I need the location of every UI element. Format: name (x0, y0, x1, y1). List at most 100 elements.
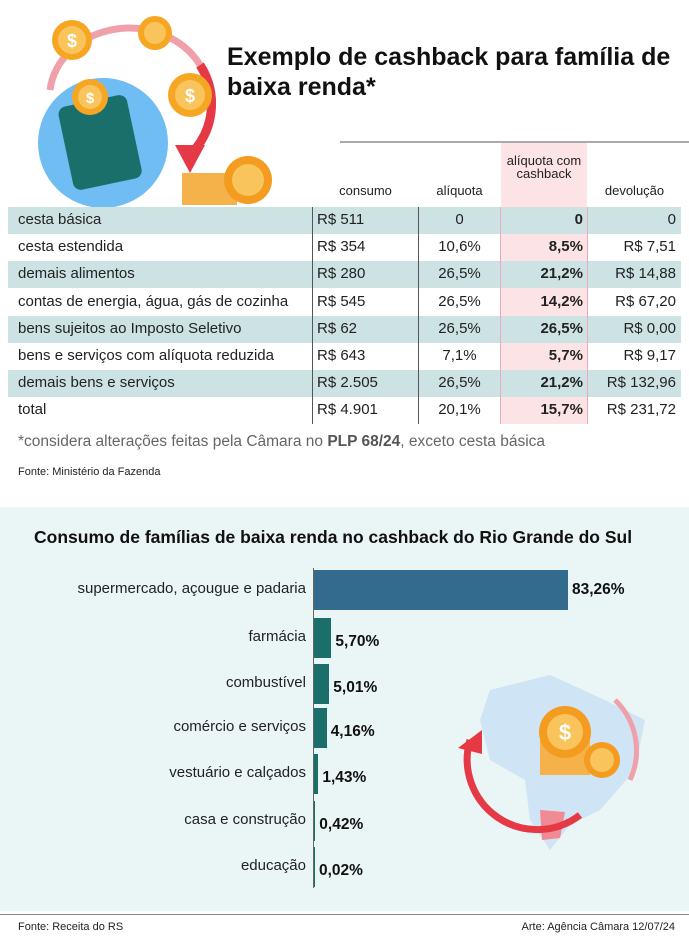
table-cell: R$ 0,00 (623, 319, 676, 337)
source: Fonte: Ministério da Fazenda (18, 466, 161, 478)
table-row: cesta básica R$ 511 0 0 0 (8, 207, 681, 234)
footnote-text: , exceto cesta básica (400, 433, 546, 450)
wallet-icon (58, 95, 142, 190)
footnote-bold: PLP 68/24 (327, 433, 401, 450)
table-row: cesta estendida R$ 354 10,6% 8,5% R$ 7,51 (8, 234, 681, 261)
table-cell: 26,5% (438, 374, 481, 392)
coin-icon (584, 742, 620, 778)
bar-label: vestuário e calçados (169, 764, 306, 781)
table-row: total R$ 4.901 20,1% 15,7% R$ 231,72 (8, 397, 681, 424)
header-consumo: consumo (339, 183, 392, 198)
table-row: bens sujeitos ao Imposto Seletivo R$ 62 26… (8, 315, 681, 343)
bar-value-label: 0,42% (319, 816, 364, 833)
footnote-text: *considera alterações feitas pela Câmara… (18, 433, 328, 450)
table-cell: 14,2% (540, 292, 583, 310)
table-cell: R$ 511 (317, 211, 365, 228)
row-label: cesta estendida (18, 238, 124, 256)
table-cell: 21,2% (540, 374, 583, 392)
table-cell: R$ 643 (317, 347, 366, 364)
table-cell: R$ 7,51 (623, 238, 676, 256)
table-cell: R$ 545 (317, 292, 366, 310)
table-cell: 0 (574, 211, 583, 228)
table-row: bens e serviços com alíquota reduzida R$ … (8, 343, 681, 370)
table-cell: R$ 67,20 (615, 292, 676, 310)
coin-icon: $ (72, 79, 108, 115)
svg-text:$: $ (67, 31, 77, 51)
table-cell: 26,5% (438, 292, 481, 310)
row-label: total (18, 401, 47, 419)
bar (314, 801, 316, 841)
header-devolucao: devolução (604, 183, 665, 198)
chart-title: Consumo de famílias de baixa renda no ca… (34, 527, 633, 547)
brazil-map-illustration: $ (458, 675, 645, 850)
divider (418, 207, 419, 424)
row-label: contas de energia, água, gás de cozinha (18, 292, 289, 310)
table-cell: 15,7% (540, 401, 583, 419)
divider (312, 207, 313, 424)
row-label: cesta básica (18, 211, 102, 228)
coin-icon (138, 16, 172, 50)
page-title: Exemplo de cashback para família de baix… (227, 43, 671, 101)
table-cell: 26,5% (438, 319, 481, 337)
table-cell: 26,5% (438, 265, 481, 283)
table-cell: 0 (455, 211, 464, 228)
bar (314, 847, 315, 887)
bar-value-label: 1,43% (322, 769, 367, 786)
table-cell: R$ 2.505 (317, 374, 378, 392)
bar-label: casa e construção (184, 811, 306, 828)
bar-label: comércio e serviços (173, 718, 306, 735)
row-label: demais alimentos (18, 265, 135, 283)
source: Fonte: Receita do RS (18, 921, 124, 933)
row-label: demais bens e serviços (18, 374, 175, 392)
table-cell: 8,5% (548, 238, 583, 256)
coin-icon: $ (539, 706, 591, 758)
bar-value-label: 5,70% (335, 633, 380, 650)
table-cell: R$ 62 (317, 319, 358, 337)
bar-label: combustível (225, 674, 306, 691)
table-cell: 0 (667, 211, 676, 228)
table-cell: 7,1% (442, 347, 477, 364)
svg-text:$: $ (185, 86, 195, 106)
svg-text:$: $ (86, 90, 95, 107)
table-cell: R$ 280 (317, 265, 366, 283)
footnote: *considera alterações feitas pela Câmara… (18, 433, 545, 451)
table-row: demais alimentos R$ 280 26,5% 21,2% R$ 14,88 (8, 261, 681, 289)
bar-label: supermercado, açougue e padaria (77, 580, 307, 597)
chart-axis (313, 568, 314, 888)
table-cell: R$ 354 (317, 238, 366, 256)
table-cell: R$ 14,88 (615, 265, 676, 283)
divider (0, 914, 689, 915)
bar (314, 754, 319, 794)
row-label: bens sujeitos ao Imposto Seletivo (18, 319, 242, 337)
table-cell: 26,5% (540, 319, 583, 337)
credit: Arte: Agência Câmara 12/07/24 (521, 921, 675, 933)
table-cell: R$ 132,96 (606, 374, 676, 392)
bar-value-label: 4,16% (330, 723, 375, 740)
row-label: bens e serviços com alíquota reduzida (18, 347, 274, 364)
bar-value-label: 5,01% (333, 679, 378, 696)
header-aliquota: alíquota (436, 183, 483, 198)
divider (587, 207, 588, 424)
table-row: contas de energia, água, gás de cozinha R… (8, 289, 681, 316)
bar (314, 570, 568, 610)
bar-label: farmácia (248, 628, 306, 645)
bar-value-label: 0,02% (319, 862, 363, 879)
table-cell: R$ 231,72 (606, 401, 676, 419)
coin-icon (224, 156, 272, 204)
coin-icon: $ (168, 73, 212, 117)
table-row: demais bens e serviços R$ 2.505 26,5% 21,2%… (8, 370, 681, 398)
table-cell: 20,1% (438, 401, 481, 419)
table-cell: 5,7% (548, 347, 583, 364)
bar (314, 708, 327, 748)
header-aliquota-cashback: alíquota com cashback (506, 153, 582, 181)
bar (314, 618, 332, 658)
bar-label: educação (240, 857, 306, 874)
table-cell: 10,6% (438, 238, 481, 256)
divider (500, 207, 501, 424)
svg-text:$: $ (559, 720, 571, 745)
table-cell: 21,2% (540, 265, 583, 283)
table-cell: R$ 4.901 (317, 401, 378, 419)
bar-value-label: 83,26% (572, 581, 625, 598)
bar (314, 664, 330, 704)
table-cell: R$ 9,17 (623, 347, 676, 364)
